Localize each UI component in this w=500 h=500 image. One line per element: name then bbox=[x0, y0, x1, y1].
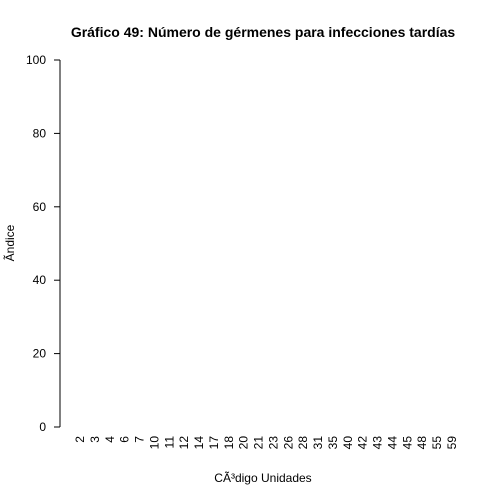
x-tick-label: 2 bbox=[73, 436, 87, 443]
x-tick-label: 3 bbox=[88, 436, 102, 443]
x-tick-label: 18 bbox=[222, 436, 236, 450]
y-tick-label: 20 bbox=[33, 347, 47, 361]
x-tick-label: 4 bbox=[103, 436, 117, 443]
y-tick-label: 100 bbox=[26, 53, 46, 67]
y-tick-label: 60 bbox=[33, 200, 47, 214]
x-tick-label: 45 bbox=[400, 436, 414, 450]
y-tick-label: 80 bbox=[33, 126, 47, 140]
x-tick-label: 14 bbox=[192, 436, 206, 450]
y-tick-label: 40 bbox=[33, 273, 47, 287]
x-tick-label: 40 bbox=[341, 436, 355, 450]
x-tick-label: 6 bbox=[118, 436, 132, 443]
x-tick-label: 28 bbox=[296, 436, 310, 450]
x-axis-label: CÃ³digo Unidades bbox=[214, 471, 311, 485]
x-tick-label: 35 bbox=[326, 436, 340, 450]
x-tick-label: 11 bbox=[162, 436, 176, 449]
x-tick-label: 23 bbox=[266, 436, 280, 450]
y-tick-label: 0 bbox=[39, 420, 46, 434]
x-tick-label: 48 bbox=[415, 436, 429, 450]
x-tick-label: 59 bbox=[445, 436, 459, 450]
x-tick-label: 21 bbox=[252, 436, 266, 450]
x-tick-label: 20 bbox=[237, 436, 251, 450]
x-tick-label: 26 bbox=[281, 436, 295, 450]
x-tick-label: 17 bbox=[207, 436, 221, 450]
x-tick-label: 44 bbox=[385, 436, 399, 450]
x-tick-label: 43 bbox=[371, 436, 385, 450]
chart-title: Gráfico 49: Número de gérmenes para infe… bbox=[71, 24, 456, 40]
x-tick-label: 12 bbox=[177, 436, 191, 450]
x-tick-label: 42 bbox=[356, 436, 370, 450]
x-tick-label: 10 bbox=[147, 436, 161, 450]
x-tick-label: 31 bbox=[311, 436, 325, 450]
y-axis-label: Ãndice bbox=[3, 224, 17, 261]
x-tick-label: 55 bbox=[430, 436, 444, 450]
x-tick-label: 7 bbox=[133, 436, 147, 443]
